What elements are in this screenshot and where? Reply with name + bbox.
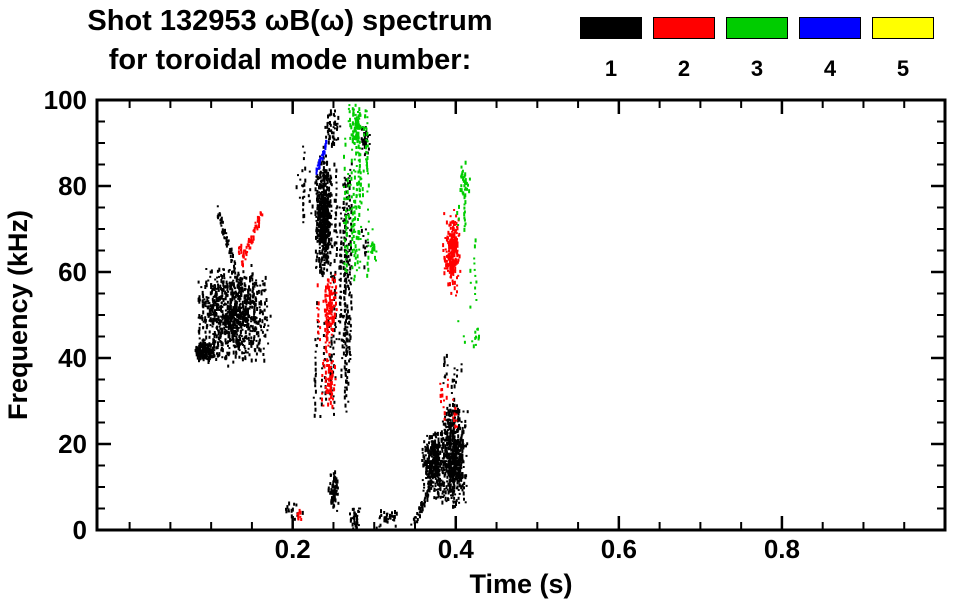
x-tick-label: 0.4 [438, 534, 475, 564]
legend-labels: 1 2 3 4 5 [580, 56, 934, 82]
series-mode-3-points [343, 103, 480, 349]
x-tick-label: 0.6 [601, 534, 637, 564]
chart-title: Shot 132953 ωB(ω) spectrum [87, 5, 493, 37]
legend-swatch-mode-4 [799, 17, 861, 39]
legend-swatch-mode-1 [580, 17, 642, 39]
legend-label-mode-4: 4 [823, 56, 837, 81]
chart-title-block: Shot 132953 ωB(ω) spectrum for toroidal … [0, 0, 580, 77]
y-tick-label: 100 [44, 85, 87, 115]
legend [580, 17, 934, 39]
legend-label-mode-3: 3 [750, 56, 764, 81]
y-tick-label: 80 [58, 171, 87, 201]
minor-ticks [97, 100, 946, 530]
major-ticks [97, 98, 945, 532]
legend-label-mode-2: 2 [677, 56, 691, 81]
series-mode-4-points [315, 139, 328, 175]
y-axis-title: Frequency (kHz) [3, 210, 33, 420]
x-tick-label: 0.8 [764, 534, 800, 564]
series-mode-1-points [194, 109, 469, 531]
y-tick-label: 40 [58, 343, 87, 373]
series-mode-2-points [237, 209, 462, 521]
y-tick-label: 60 [58, 257, 87, 287]
x-tick-label: 0.2 [275, 534, 311, 564]
y-tick-label: 0 [73, 515, 87, 545]
legend-label-mode-1: 1 [604, 56, 618, 81]
legend-swatch-mode-2 [653, 17, 715, 39]
x-axis-title: Time (s) [469, 569, 572, 599]
legend-swatch-mode-3 [726, 17, 788, 39]
legend-label-mode-5: 5 [896, 56, 910, 81]
legend-swatch-mode-5 [872, 17, 934, 39]
y-tick-label: 20 [58, 429, 87, 459]
axes [95, 98, 947, 532]
chart-subtitle: for toroidal mode number: [108, 44, 472, 76]
